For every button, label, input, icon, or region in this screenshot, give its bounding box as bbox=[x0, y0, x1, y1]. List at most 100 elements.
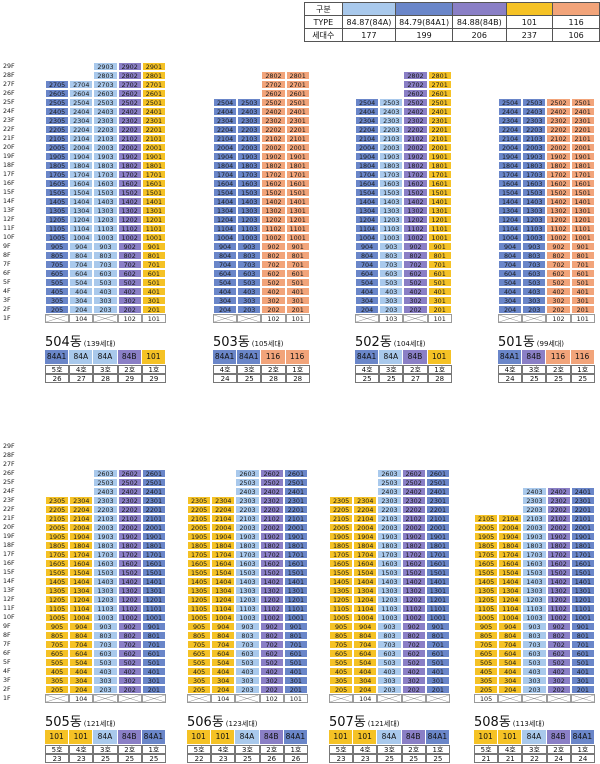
unit-cell: 2102 bbox=[546, 134, 571, 143]
unit-cell: 904 bbox=[69, 622, 94, 631]
unit-cell: 2004 bbox=[211, 523, 236, 532]
unit-cell: 2501 bbox=[141, 98, 166, 107]
unit-cell: 2301 bbox=[427, 116, 452, 125]
unit-cell: 1201 bbox=[283, 595, 308, 604]
unit-cell: 404 bbox=[498, 287, 523, 296]
unit-cell: 2701 bbox=[285, 80, 310, 89]
summary-count: 23 bbox=[45, 754, 70, 763]
summary-ho: 2호 bbox=[117, 365, 142, 374]
unit-cell: 601 bbox=[141, 649, 166, 658]
unit-cell: 2402 bbox=[261, 107, 286, 116]
unit-cell: 2001 bbox=[283, 523, 308, 532]
legend-swatch-84b bbox=[452, 2, 507, 16]
unit-cell: 2803 bbox=[93, 71, 118, 80]
unit-cell: 402 bbox=[403, 287, 428, 296]
summary-count: 28 bbox=[93, 374, 118, 383]
unit-cell: 2105 bbox=[474, 514, 499, 523]
unit-cell: 2102 bbox=[261, 134, 286, 143]
unit-cell: 2602 bbox=[117, 469, 142, 478]
unit-cell: 1601 bbox=[141, 179, 166, 188]
unit-cell: 903 bbox=[377, 622, 402, 631]
summary-count: 21 bbox=[498, 754, 523, 763]
unit-cell: 204 bbox=[353, 685, 378, 694]
unit-cell: 1403 bbox=[235, 577, 260, 586]
unit-cell: 905 bbox=[187, 622, 212, 631]
unit-cell: 2001 bbox=[425, 523, 450, 532]
unit-cell: 1303 bbox=[522, 586, 547, 595]
unit-cell: 1704 bbox=[498, 170, 523, 179]
unit-cell: 1804 bbox=[498, 541, 523, 550]
unit-cell: 702 bbox=[261, 260, 286, 269]
unit-cell: 503 bbox=[93, 658, 118, 667]
unit-cell: 1503 bbox=[235, 568, 260, 577]
summary-ho: 1호 bbox=[141, 365, 166, 374]
summary-count: 25 bbox=[379, 374, 404, 383]
unit-cell: 405 bbox=[45, 667, 70, 676]
unit-cell: 1801 bbox=[141, 161, 166, 170]
unit-cell: 1505 bbox=[45, 568, 70, 577]
floor-label: 1F bbox=[3, 315, 11, 322]
floor-label: 25F bbox=[3, 99, 15, 106]
unit-cell: 2303 bbox=[377, 496, 402, 505]
unit-cell: 305 bbox=[329, 676, 354, 685]
unit-cell: 204 bbox=[211, 685, 236, 694]
unit-cell: 904 bbox=[498, 242, 523, 251]
unit-cell: 1604 bbox=[498, 559, 523, 568]
legend-count-84a1: 199 bbox=[395, 28, 454, 42]
unit-cell: 2802 bbox=[117, 71, 142, 80]
unit-cell: 401 bbox=[141, 667, 166, 676]
unit-cell: 2104 bbox=[69, 134, 94, 143]
summary-count: 22 bbox=[187, 754, 212, 763]
legend-type-row: TYPE 84.87(84A) 84.79(84A1) 84.88(84B) 1… bbox=[304, 15, 600, 29]
unit-cell: 2204 bbox=[69, 505, 94, 514]
building-number: 507동 bbox=[329, 715, 366, 730]
unit-cell: 2401 bbox=[427, 107, 452, 116]
unit-cell: 701 bbox=[141, 260, 166, 269]
unit-cell: 1402 bbox=[117, 197, 142, 206]
summary-type: 101 bbox=[45, 730, 70, 744]
unit-cell: 1603 bbox=[93, 559, 118, 568]
unit-cell: 1703 bbox=[379, 170, 404, 179]
unit-cell: 701 bbox=[283, 640, 308, 649]
unit-cell: 505 bbox=[329, 658, 354, 667]
summary-type: 101 bbox=[353, 730, 378, 744]
unit-cell: 2104 bbox=[69, 514, 94, 523]
unit-cell: 1002 bbox=[546, 613, 571, 622]
unit-cell: 2404 bbox=[498, 107, 523, 116]
unit-cell: 501 bbox=[570, 658, 595, 667]
unit-cell: 1904 bbox=[353, 532, 378, 541]
unit-cell: 2003 bbox=[522, 523, 547, 532]
unit-cell: 1201 bbox=[141, 595, 166, 604]
unit-cell: 1104 bbox=[498, 224, 523, 233]
unit-cell: 2001 bbox=[141, 143, 166, 152]
unit-cell: 402 bbox=[261, 287, 286, 296]
summary-ho: 3호 bbox=[235, 745, 260, 754]
unit-cell: 2702 bbox=[261, 80, 286, 89]
unit-cell: 505 bbox=[187, 658, 212, 667]
summary-ho: 4호 bbox=[498, 745, 523, 754]
legend-swatch-84a1 bbox=[395, 2, 454, 16]
summary-type: 84B bbox=[259, 730, 284, 744]
unit-cell: 1401 bbox=[570, 577, 595, 586]
unit-cell: 1605 bbox=[474, 559, 499, 568]
unit-cell: 2103 bbox=[522, 134, 547, 143]
unit-cell: 1804 bbox=[213, 161, 238, 170]
unit-cell: 803 bbox=[235, 631, 260, 640]
unit-cell: 1803 bbox=[93, 541, 118, 550]
unit-cell: 2203 bbox=[522, 125, 547, 134]
unit-cell: 2202 bbox=[117, 505, 142, 514]
summary-count: 25 bbox=[570, 374, 595, 383]
unit-cell: 2404 bbox=[213, 107, 238, 116]
summary-ho: 1호 bbox=[425, 745, 450, 754]
summary-type: 101 bbox=[427, 350, 452, 364]
unit-cell: 601 bbox=[425, 649, 450, 658]
unit-cell: 2402 bbox=[259, 487, 284, 496]
unit-cell: 1104 bbox=[498, 604, 523, 613]
unit-cell: 1704 bbox=[355, 170, 380, 179]
unit-cell: 1901 bbox=[141, 152, 166, 161]
unit-cell: 2603 bbox=[93, 469, 118, 478]
unit-cell: 803 bbox=[522, 631, 547, 640]
unit-cell: 1901 bbox=[427, 152, 452, 161]
unit-cell: 201 bbox=[570, 305, 595, 314]
unit-cell: 1002 bbox=[261, 233, 286, 242]
